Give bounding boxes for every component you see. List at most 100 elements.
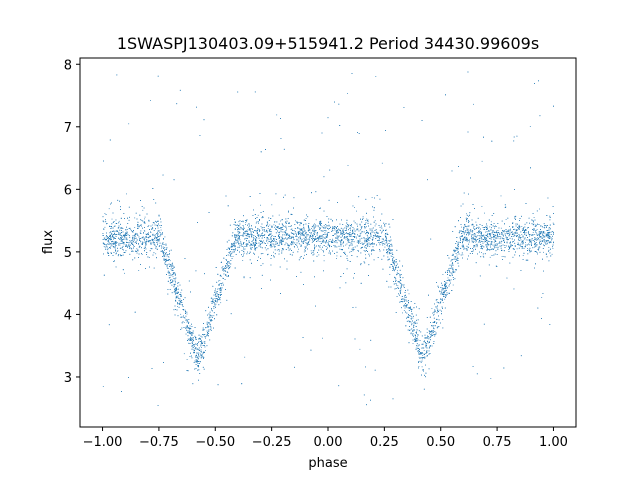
data-point bbox=[245, 222, 247, 223]
data-point bbox=[347, 93, 348, 94]
data-point bbox=[532, 232, 534, 233]
data-point bbox=[551, 253, 553, 255]
data-point bbox=[142, 242, 144, 243]
data-point bbox=[503, 231, 505, 233]
data-point bbox=[366, 248, 367, 249]
data-point bbox=[475, 244, 477, 246]
data-point bbox=[271, 204, 273, 206]
data-point bbox=[304, 254, 305, 256]
data-point bbox=[365, 254, 366, 256]
data-point bbox=[412, 343, 414, 344]
data-point bbox=[235, 242, 237, 244]
data-point bbox=[456, 254, 458, 256]
data-point bbox=[209, 315, 211, 317]
data-point bbox=[229, 266, 231, 268]
data-point bbox=[303, 251, 305, 253]
data-point bbox=[412, 317, 414, 319]
data-point bbox=[365, 222, 367, 224]
data-point bbox=[500, 195, 502, 197]
data-point bbox=[193, 348, 195, 350]
data-point bbox=[366, 226, 367, 228]
data-point bbox=[360, 243, 361, 244]
data-point bbox=[254, 244, 255, 245]
data-point bbox=[166, 266, 168, 267]
data-point bbox=[302, 230, 304, 232]
data-point bbox=[245, 224, 246, 225]
data-point bbox=[150, 100, 151, 101]
data-point bbox=[387, 245, 389, 247]
data-point bbox=[410, 321, 412, 323]
data-point bbox=[354, 207, 355, 208]
data-point bbox=[154, 234, 156, 235]
data-point bbox=[508, 229, 510, 231]
data-point bbox=[473, 103, 474, 105]
data-point bbox=[200, 345, 202, 347]
data-point bbox=[284, 231, 285, 233]
data-point bbox=[534, 234, 536, 235]
data-point bbox=[351, 241, 353, 243]
data-point bbox=[532, 235, 534, 236]
data-point bbox=[404, 304, 405, 306]
data-point bbox=[377, 237, 379, 238]
data-point bbox=[491, 242, 493, 244]
data-point bbox=[466, 213, 467, 215]
data-point bbox=[536, 239, 537, 241]
data-point bbox=[490, 229, 491, 231]
data-point bbox=[152, 233, 154, 235]
data-point bbox=[105, 236, 107, 238]
data-point bbox=[369, 228, 371, 230]
data-point bbox=[374, 220, 376, 222]
data-point bbox=[305, 218, 307, 219]
data-point bbox=[346, 243, 348, 245]
data-point bbox=[307, 238, 309, 240]
data-point bbox=[205, 350, 206, 351]
data-point bbox=[267, 223, 269, 225]
data-point bbox=[280, 220, 281, 222]
data-point bbox=[142, 243, 143, 245]
data-point bbox=[235, 225, 237, 226]
data-point bbox=[256, 232, 258, 234]
data-point bbox=[424, 337, 426, 338]
data-point bbox=[237, 240, 239, 241]
data-point bbox=[522, 243, 524, 245]
data-point bbox=[187, 338, 189, 340]
data-point bbox=[391, 243, 392, 245]
data-point bbox=[481, 160, 483, 162]
data-point bbox=[349, 251, 351, 253]
data-point bbox=[548, 247, 550, 248]
data-point bbox=[195, 357, 197, 358]
data-point bbox=[134, 235, 136, 237]
data-point bbox=[119, 248, 121, 249]
data-point bbox=[137, 234, 139, 236]
data-point bbox=[248, 223, 250, 225]
data-point bbox=[270, 237, 272, 238]
data-point bbox=[125, 233, 127, 235]
data-point bbox=[505, 235, 506, 236]
data-point bbox=[541, 231, 543, 232]
data-point bbox=[481, 206, 483, 207]
data-point bbox=[384, 244, 386, 245]
data-point bbox=[529, 244, 530, 246]
data-point bbox=[102, 386, 104, 387]
data-point bbox=[111, 218, 113, 220]
data-point bbox=[155, 237, 157, 239]
data-point bbox=[380, 242, 382, 243]
data-point bbox=[155, 253, 157, 255]
data-point bbox=[350, 242, 352, 244]
data-point bbox=[537, 246, 539, 248]
data-point bbox=[320, 248, 322, 250]
data-point bbox=[259, 240, 260, 241]
data-point bbox=[401, 274, 402, 275]
data-point bbox=[169, 260, 171, 262]
data-point bbox=[360, 232, 362, 234]
data-point bbox=[371, 197, 373, 198]
data-point bbox=[465, 232, 467, 233]
data-point bbox=[345, 244, 347, 246]
data-point bbox=[103, 221, 105, 223]
data-point bbox=[539, 234, 541, 235]
data-point bbox=[433, 313, 435, 315]
data-point bbox=[477, 235, 478, 237]
data-point bbox=[175, 290, 176, 292]
data-point bbox=[234, 249, 236, 251]
data-point bbox=[542, 234, 544, 236]
